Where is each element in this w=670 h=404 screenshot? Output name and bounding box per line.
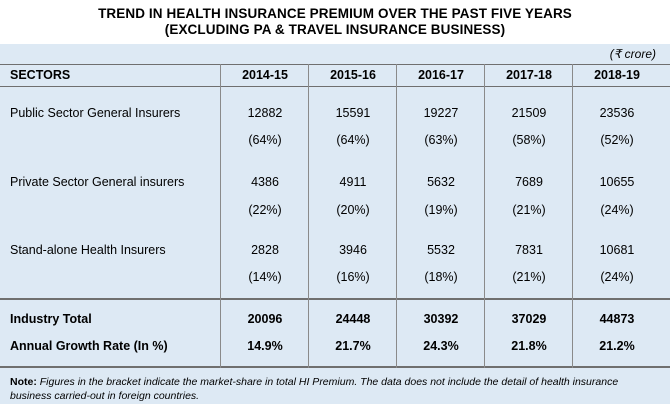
total-cell: 24448 xyxy=(335,312,371,326)
row-label-standalone: Stand-alone Health Insurers xyxy=(10,243,166,257)
row-label-public: Public Sector General Insurers xyxy=(10,106,181,120)
growth-cell: 14.9% xyxy=(247,339,283,353)
year-header-2017-18: 2017-18 xyxy=(506,68,552,82)
year-header-2018-19: 2018-19 xyxy=(594,68,640,82)
total-cell: 30392 xyxy=(423,312,459,326)
table-subtitle: (EXCLUDING PA & TRAVEL INSURANCE BUSINES… xyxy=(164,22,506,37)
share-cell: (21%) xyxy=(512,270,546,284)
share-cell: (14%) xyxy=(248,270,282,284)
growth-cell: 21.8% xyxy=(511,339,547,353)
value-cell: 10681 xyxy=(599,243,635,257)
value-cell: 2828 xyxy=(251,243,279,257)
total-cell: 44873 xyxy=(599,312,635,326)
share-cell: (63%) xyxy=(424,133,458,147)
share-cell: (16%) xyxy=(336,270,370,284)
column-divider xyxy=(396,64,397,368)
share-cell: (24%) xyxy=(600,270,634,284)
value-cell: 4386 xyxy=(251,175,279,189)
footnote-text: Figures in the bracket indicate the mark… xyxy=(10,376,619,402)
share-cell: (52%) xyxy=(600,133,634,147)
value-cell: 21509 xyxy=(511,106,547,120)
totals-top-rule xyxy=(0,298,670,300)
share-cell: (18%) xyxy=(424,270,458,284)
year-header-2014-15: 2014-15 xyxy=(242,68,288,82)
row-label-private: Private Sector General insurers xyxy=(10,175,185,189)
table-title: TREND IN HEALTH INSURANCE PREMIUM OVER T… xyxy=(98,6,572,21)
value-cell: 5632 xyxy=(427,175,455,189)
footnote-label: Note: xyxy=(10,376,37,388)
share-cell: (21%) xyxy=(512,203,546,217)
header-bottom-rule xyxy=(0,86,670,87)
value-cell: 7831 xyxy=(515,243,543,257)
column-divider xyxy=(572,64,573,368)
share-cell: (24%) xyxy=(600,203,634,217)
year-header-2015-16: 2015-16 xyxy=(330,68,376,82)
share-cell: (64%) xyxy=(248,133,282,147)
column-divider xyxy=(308,64,309,368)
value-cell: 10655 xyxy=(599,175,635,189)
share-cell: (64%) xyxy=(336,133,370,147)
value-cell: 3946 xyxy=(339,243,367,257)
title-strip xyxy=(0,0,670,44)
industry-total-label: Industry Total xyxy=(10,312,92,326)
value-cell: 15591 xyxy=(335,106,371,120)
value-cell: 19227 xyxy=(423,106,459,120)
value-cell: 23536 xyxy=(599,106,635,120)
total-cell: 37029 xyxy=(511,312,547,326)
value-cell: 7689 xyxy=(515,175,543,189)
share-cell: (22%) xyxy=(248,203,282,217)
total-cell: 20096 xyxy=(247,312,283,326)
column-divider xyxy=(484,64,485,368)
value-cell: 4911 xyxy=(339,175,367,189)
table-bottom-rule xyxy=(0,366,670,368)
footnote: Note: Figures in the bracket indicate th… xyxy=(10,375,660,403)
sectors-header: SECTORS xyxy=(10,68,71,82)
growth-cell: 21.7% xyxy=(335,339,371,353)
value-cell: 12882 xyxy=(247,106,283,120)
growth-cell: 21.2% xyxy=(599,339,635,353)
share-cell: (19%) xyxy=(424,203,458,217)
year-header-2016-17: 2016-17 xyxy=(418,68,464,82)
growth-cell: 24.3% xyxy=(423,339,459,353)
growth-rate-label: Annual Growth Rate (In %) xyxy=(10,339,168,353)
column-divider xyxy=(220,64,221,368)
unit-label: (₹ crore) xyxy=(609,47,656,61)
header-top-rule xyxy=(0,64,670,65)
value-cell: 5532 xyxy=(427,243,455,257)
share-cell: (20%) xyxy=(336,203,370,217)
share-cell: (58%) xyxy=(512,133,546,147)
